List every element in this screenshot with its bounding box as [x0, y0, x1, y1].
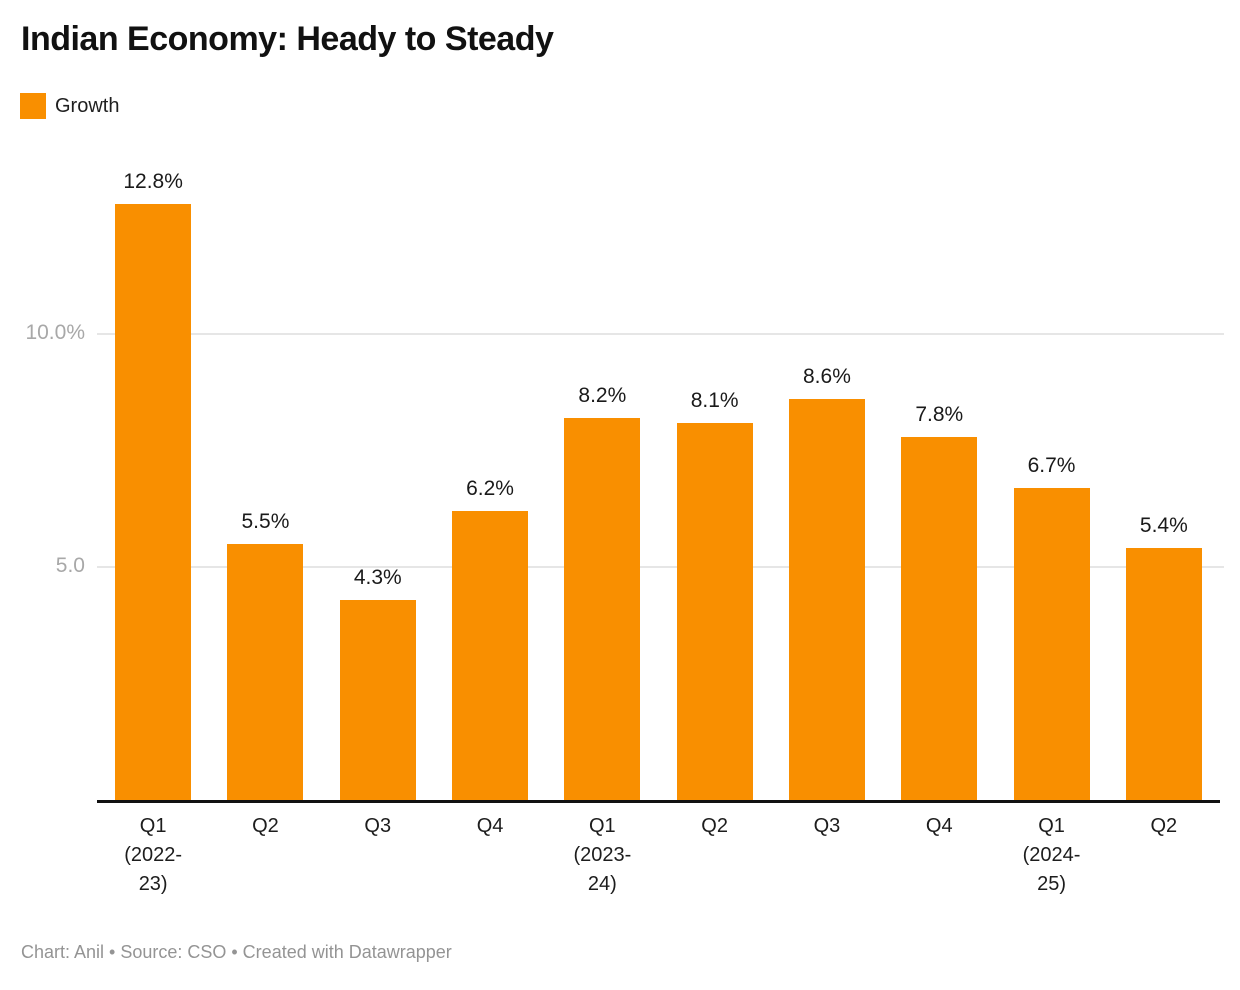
legend: Growth — [20, 93, 119, 119]
bar — [788, 399, 865, 800]
bar-value-label: 6.2% — [466, 477, 514, 501]
x-axis-tick-label: Q1 (2023- 24) — [573, 815, 632, 895]
bar-value-label: 12.8% — [123, 169, 183, 193]
bar — [564, 417, 641, 800]
x-axis-line — [97, 800, 1220, 803]
chart-footer: Chart: Anil • Source: CSO • Created with… — [21, 942, 452, 962]
bar — [1013, 487, 1090, 800]
gridline — [97, 333, 1224, 335]
bar — [901, 436, 978, 800]
bar-value-label: 5.5% — [241, 509, 290, 533]
y-axis-tick-label: 5.0 — [55, 554, 85, 577]
x-axis-tick-label: Q2 — [252, 815, 279, 837]
gridline — [97, 566, 1224, 568]
chart-title: Indian Economy: Heady to Steady — [21, 20, 554, 58]
legend-label-growth: Growth — [55, 94, 120, 117]
bar-value-label: 4.3% — [353, 565, 402, 589]
x-axis-tick-label: Q4 — [476, 815, 504, 837]
bar-value-label: 8.6% — [803, 365, 851, 389]
x-axis-tick-label: Q1 (2022- 23) — [124, 815, 183, 895]
bar — [227, 543, 304, 800]
x-axis-tick-label: Q2 — [1150, 815, 1178, 837]
bar-value-label: 6.7% — [1027, 453, 1076, 477]
bar — [115, 203, 192, 800]
x-axis-tick-label: Q3 — [364, 815, 392, 837]
bar — [339, 599, 416, 800]
bar — [1125, 548, 1202, 800]
bar-value-label: 8.1% — [690, 388, 739, 412]
y-axis-tick-label: 10.0% — [25, 321, 85, 344]
x-axis-tick-label: Q3 — [813, 815, 841, 837]
bar — [676, 422, 753, 800]
bar-value-label: 5.4% — [1139, 514, 1188, 538]
x-axis-tick-label: Q2 — [701, 815, 728, 837]
bar-value-label: 7.8% — [915, 402, 964, 426]
bar-value-label: 8.2% — [578, 383, 627, 407]
x-axis-tick-label: Q4 — [925, 815, 953, 837]
bar — [452, 511, 529, 800]
legend-swatch-growth — [20, 93, 46, 119]
x-axis-tick-label: Q1 (2024- 25) — [1022, 815, 1081, 895]
